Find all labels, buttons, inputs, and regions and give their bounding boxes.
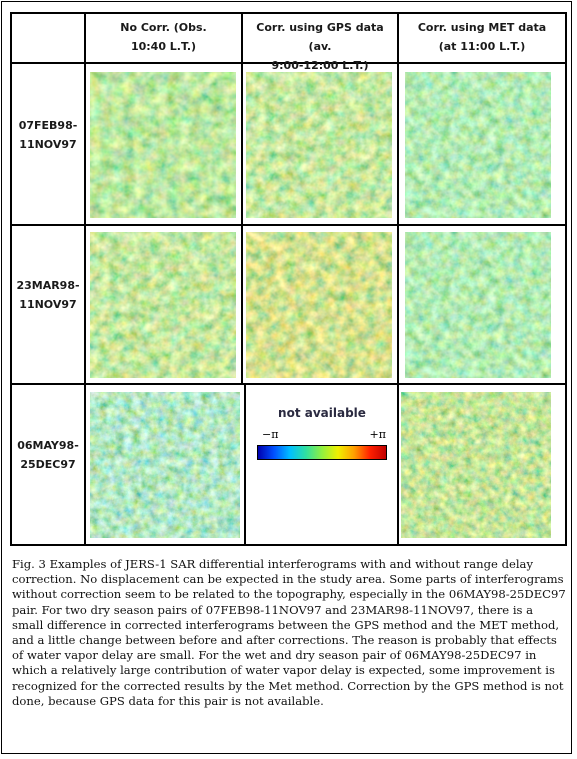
- column-header-line: Corr. using GPS data (av.: [256, 21, 384, 53]
- row-label-line: 07FEB98-: [18, 119, 78, 132]
- interferogram-row3-met: [401, 392, 551, 538]
- divider: [12, 224, 565, 226]
- column-header-line: (at 11:00 L.T.): [438, 40, 526, 53]
- column-header-no-corr: No Corr. (Obs. 10:40 L.T.): [86, 18, 241, 62]
- phase-colorbar: [257, 445, 387, 460]
- interferogram-row3-no-corr: [90, 392, 240, 538]
- divider: [12, 62, 565, 64]
- divider: [12, 383, 565, 385]
- colorbar-max-label: +π: [369, 428, 386, 441]
- interferogram-row2-gps: [246, 232, 392, 378]
- row-label-07feb98: 07FEB98- 11NOV97: [14, 116, 82, 154]
- figure-table: No Corr. (Obs. 10:40 L.T.) Corr. using G…: [10, 12, 567, 546]
- column-header-gps: Corr. using GPS data (av. 9:00-12:00 L.T…: [243, 18, 397, 72]
- row-label-23mar98: 23MAR98- 11NOV97: [14, 276, 82, 314]
- column-header-met: Corr. using MET data (at 11:00 L.T.): [399, 18, 565, 62]
- divider: [241, 14, 243, 383]
- colorbar-labels: −π +π: [248, 428, 396, 442]
- row-label-line: 06MAY98-: [17, 439, 79, 452]
- divider: [397, 14, 399, 544]
- row-label-line: 11NOV97: [19, 298, 77, 311]
- figure-caption: Fig. 3 Examples of JERS-1 SAR differenti…: [12, 557, 566, 708]
- interferogram-row1-no-corr: [90, 72, 236, 218]
- column-header-line: 9:00-12:00 L.T.): [271, 59, 369, 72]
- column-header-line: 10:40 L.T.): [130, 40, 197, 53]
- divider: [244, 383, 246, 544]
- row-label-06may98: 06MAY98- 25DEC97: [14, 436, 82, 474]
- not-available-panel: not available −π +π: [248, 406, 396, 460]
- row-label-line: 23MAR98-: [16, 279, 80, 292]
- interferogram-row2-no-corr: [90, 232, 236, 378]
- interferogram-row1-met: [405, 72, 551, 218]
- column-header-line: No Corr. (Obs.: [120, 21, 207, 34]
- interferogram-row1-gps: [246, 72, 392, 218]
- row-label-line: 11NOV97: [19, 138, 77, 151]
- column-header-line: Corr. using MET data: [417, 21, 547, 34]
- colorbar-min-label: −π: [262, 428, 279, 441]
- not-available-label: not available: [278, 406, 366, 420]
- interferogram-row2-met: [405, 232, 551, 378]
- divider: [84, 14, 86, 544]
- row-label-line: 25DEC97: [20, 458, 76, 471]
